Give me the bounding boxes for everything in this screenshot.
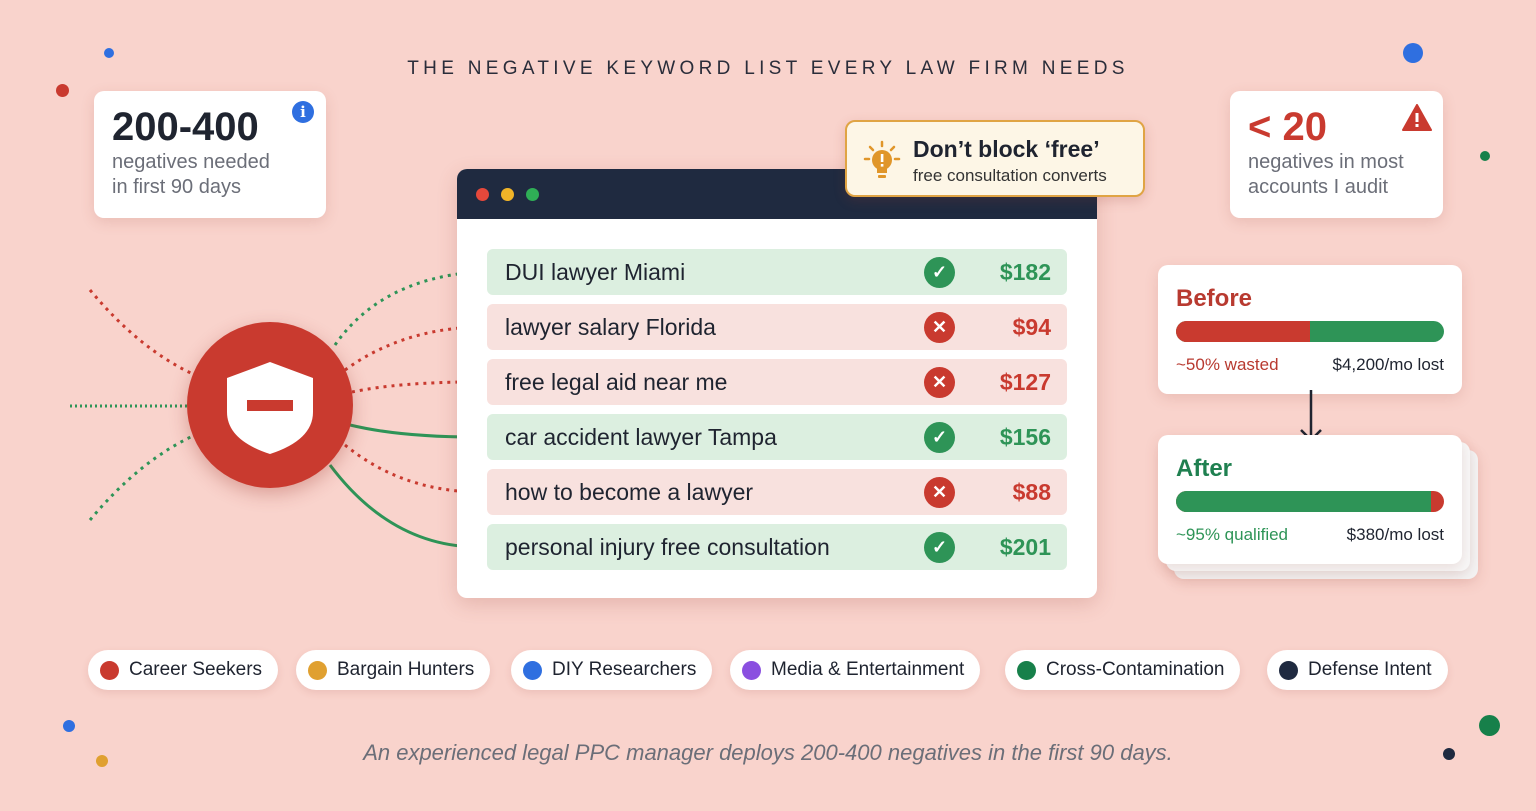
category-pill[interactable]: DIY Researchers bbox=[511, 650, 713, 690]
category-dot bbox=[742, 660, 761, 680]
keyword-window: DUI lawyer Miami ✓ $182 lawyer salary Flo… bbox=[457, 169, 1097, 598]
category-pill[interactable]: Media & Entertainment bbox=[730, 650, 981, 690]
before-wasted-label: ~50% wasted bbox=[1176, 355, 1279, 374]
keyword-text: lawyer salary Florida bbox=[505, 313, 716, 340]
stat-line: negatives needed bbox=[112, 151, 270, 173]
window-minimize-dot[interactable] bbox=[501, 188, 514, 201]
footer-caption: An experienced legal PPC manager deploys… bbox=[363, 740, 1173, 765]
decor-dot bbox=[63, 720, 75, 732]
keyword-row[interactable]: DUI lawyer Miami ✓ $182 bbox=[487, 249, 1067, 295]
keyword-row[interactable]: lawyer salary Florida ✕ $94 bbox=[487, 304, 1067, 350]
keyword-text: free legal aid near me bbox=[505, 368, 728, 395]
keyword-price: $127 bbox=[999, 368, 1051, 395]
page-title: THE NEGATIVE KEYWORD LIST EVERY LAW FIRM… bbox=[407, 58, 1129, 79]
stat-card-audit: < 20 negatives in most accounts I audit bbox=[1230, 91, 1443, 218]
connector-row bbox=[344, 443, 476, 494]
keyword-price: $94 bbox=[1012, 313, 1051, 340]
connector-row bbox=[328, 464, 476, 549]
decor-dot bbox=[1480, 151, 1490, 161]
category-pill[interactable]: Bargain Hunters bbox=[296, 650, 491, 690]
connector-row bbox=[344, 325, 476, 372]
after-qualified-label: ~95% qualified bbox=[1176, 525, 1289, 544]
after-progress-bar bbox=[1176, 491, 1444, 512]
stat-value: < 20 bbox=[1248, 105, 1327, 149]
category-dot bbox=[100, 660, 119, 680]
keyword-text: personal injury free consultation bbox=[505, 533, 830, 560]
connector-row bbox=[333, 270, 476, 346]
keyword-row[interactable]: how to become a lawyer ✕ $88 bbox=[487, 469, 1067, 515]
tip-subtitle: free consultation converts bbox=[913, 166, 1107, 185]
category-pill[interactable]: Cross-Contamination bbox=[1005, 650, 1241, 690]
before-lost-label: $4,200/mo lost bbox=[1332, 355, 1444, 374]
after-card: After ~95% qualified $380/mo lost bbox=[1158, 435, 1462, 564]
category-pill[interactable]: Career Seekers bbox=[88, 650, 279, 690]
decor-dot bbox=[1403, 43, 1423, 63]
decor-dot bbox=[1443, 748, 1455, 760]
stat-value: 200-400 bbox=[112, 105, 259, 149]
after-title: After bbox=[1176, 455, 1233, 482]
check-icon: ✓ bbox=[924, 256, 955, 288]
keyword-text: how to become a lawyer bbox=[505, 478, 754, 505]
category-label: Cross-Contamination bbox=[1046, 659, 1225, 680]
x-icon: ✕ bbox=[924, 311, 955, 343]
category-dot bbox=[308, 660, 327, 680]
stat-card-needed: 200-400 negatives needed in first 90 day… bbox=[94, 91, 326, 218]
wasted-segment bbox=[1176, 321, 1310, 342]
qualified-segment bbox=[1176, 491, 1431, 512]
x-icon: ✕ bbox=[924, 476, 955, 508]
category-dot bbox=[1279, 660, 1298, 680]
keyword-row[interactable]: car accident lawyer Tampa ✓ $156 bbox=[487, 414, 1067, 460]
decor-dot bbox=[96, 755, 108, 767]
connector-incoming bbox=[88, 289, 196, 377]
keyword-price: $201 bbox=[999, 533, 1051, 560]
info-icon[interactable]: i bbox=[292, 101, 314, 123]
keyword-price: $156 bbox=[999, 423, 1051, 450]
keyword-price: $182 bbox=[999, 258, 1051, 285]
decor-dot bbox=[56, 84, 69, 97]
category-dot bbox=[523, 660, 542, 680]
check-icon: ✓ bbox=[924, 531, 955, 563]
keyword-price: $88 bbox=[1012, 478, 1051, 505]
before-progress-bar bbox=[1176, 321, 1444, 342]
category-pill[interactable]: Defense Intent bbox=[1267, 650, 1448, 690]
shield-block-icon bbox=[227, 362, 313, 454]
category-label: Defense Intent bbox=[1308, 659, 1432, 680]
connector-incoming bbox=[88, 433, 196, 521]
check-icon: ✓ bbox=[924, 421, 955, 453]
before-card: Before ~50% wasted $4,200/mo lost bbox=[1158, 265, 1462, 394]
before-title: Before bbox=[1176, 285, 1253, 312]
window-maximize-dot[interactable] bbox=[526, 188, 539, 201]
keyword-text: car accident lawyer Tampa bbox=[505, 423, 777, 450]
category-label: Media & Entertainment bbox=[771, 659, 965, 680]
category-dot bbox=[1017, 660, 1036, 680]
shield-badge bbox=[187, 322, 353, 488]
stat-line: in first 90 days bbox=[112, 176, 241, 198]
category-label: Career Seekers bbox=[129, 659, 263, 680]
category-label: Bargain Hunters bbox=[337, 659, 475, 680]
category-label: DIY Researchers bbox=[552, 659, 697, 680]
keyword-row[interactable]: free legal aid near me ✕ $127 bbox=[487, 359, 1067, 405]
tip-callout: Don’t block ‘free’ free consultation con… bbox=[845, 120, 1145, 197]
window-close-dot[interactable] bbox=[476, 188, 489, 201]
keyword-row[interactable]: personal injury free consultation ✓ $201 bbox=[487, 524, 1067, 570]
decor-dot bbox=[104, 48, 114, 58]
after-lost-label: $380/mo lost bbox=[1346, 525, 1444, 544]
decor-dot bbox=[1479, 715, 1500, 736]
stat-line: accounts I audit bbox=[1248, 176, 1389, 198]
tip-title: Don’t block ‘free’ bbox=[913, 136, 1100, 162]
lightbulb-icon bbox=[863, 140, 901, 178]
stat-line: negatives in most bbox=[1248, 151, 1404, 173]
keyword-text: DUI lawyer Miami bbox=[505, 258, 686, 285]
x-icon: ✕ bbox=[924, 366, 955, 398]
warning-icon bbox=[1402, 104, 1432, 131]
